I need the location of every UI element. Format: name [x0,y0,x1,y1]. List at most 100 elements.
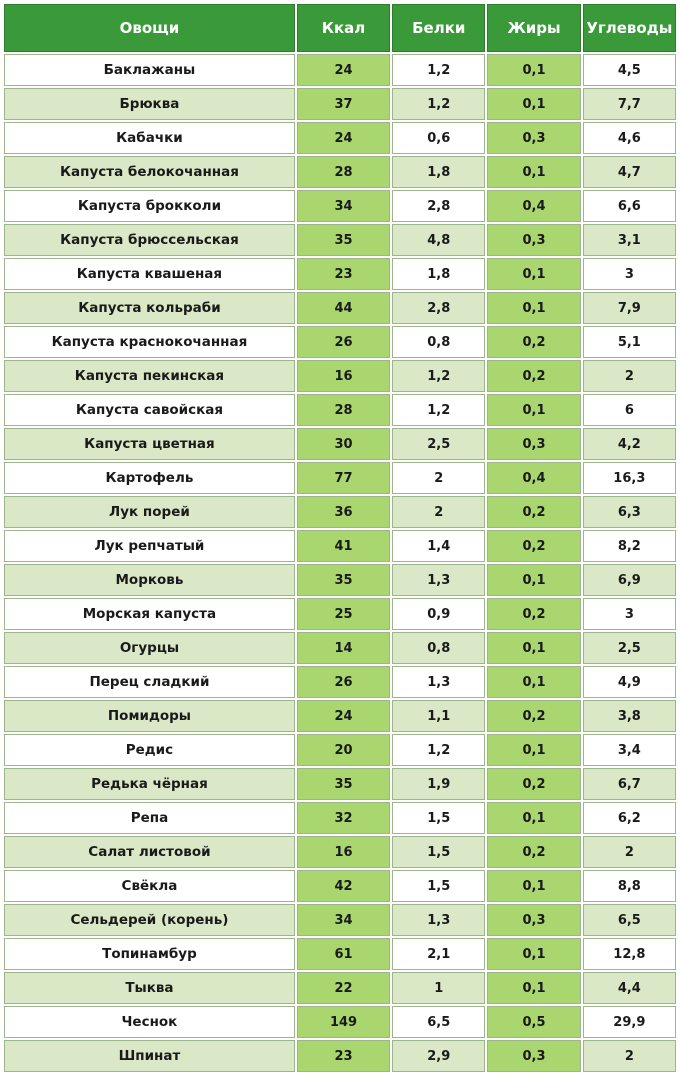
fat-cell: 0,1 [487,802,581,834]
carbs-cell: 3 [582,598,676,630]
fat-cell: 0,2 [487,530,581,562]
table-row: Баклажаны 24 1,2 0,1 4,5 [4,54,676,86]
fat-cell: 0,1 [487,394,581,426]
carbs-cell: 4,5 [582,54,676,86]
kcal-cell: 36 [296,496,391,528]
table-row: Капуста краснокочанная 26 0,8 0,2 5,1 [4,326,676,358]
kcal-cell: 16 [296,360,391,392]
protein-cell: 1,2 [392,734,486,766]
table-row: Перец сладкий 26 1,3 0,1 4,9 [4,666,676,698]
carbs-cell: 4,9 [582,666,676,698]
fat-cell: 0,1 [487,666,581,698]
carbs-cell: 2 [582,360,676,392]
kcal-cell: 34 [296,904,391,936]
protein-cell: 6,5 [392,1006,486,1038]
fat-cell: 0,2 [487,836,581,868]
fat-cell: 0,2 [487,598,581,630]
table-row: Репа 32 1,5 0,1 6,2 [4,802,676,834]
table-row: Тыква 22 1 0,1 4,4 [4,972,676,1004]
vegetable-name-cell: Редька чёрная [4,768,295,800]
carbs-cell: 6,2 [582,802,676,834]
kcal-cell: 35 [296,768,391,800]
fat-cell: 0,1 [487,292,581,324]
fat-cell: 0,3 [487,122,581,154]
carbs-cell: 2,5 [582,632,676,664]
fat-cell: 0,3 [487,428,581,460]
protein-cell: 1,5 [392,802,486,834]
carbs-cell: 6,5 [582,904,676,936]
fat-cell: 0,1 [487,88,581,120]
kcal-cell: 44 [296,292,391,324]
protein-cell: 1,9 [392,768,486,800]
fat-cell: 0,1 [487,870,581,902]
vegetable-name-cell: Репа [4,802,295,834]
fat-cell: 0,2 [487,496,581,528]
table-row: Редька чёрная 35 1,9 0,2 6,7 [4,768,676,800]
protein-cell: 1,3 [392,564,486,596]
kcal-cell: 34 [296,190,391,222]
vegetable-name-cell: Чеснок [4,1006,295,1038]
vegetable-name-cell: Морковь [4,564,295,596]
protein-cell: 1,2 [392,54,486,86]
kcal-cell: 28 [296,156,391,188]
carbs-cell: 4,6 [582,122,676,154]
table-row: Редис 20 1,2 0,1 3,4 [4,734,676,766]
kcal-cell: 42 [296,870,391,902]
carbs-cell: 6,6 [582,190,676,222]
table-row: Сельдерей (корень) 34 1,3 0,3 6,5 [4,904,676,936]
fat-cell: 0,1 [487,54,581,86]
fat-cell: 0,2 [487,326,581,358]
vegetable-name-cell: Огурцы [4,632,295,664]
protein-cell: 1,2 [392,394,486,426]
protein-cell: 1,1 [392,700,486,732]
kcal-cell: 30 [296,428,391,460]
protein-cell: 1,4 [392,530,486,562]
protein-cell: 2 [392,496,486,528]
carbs-cell: 6,7 [582,768,676,800]
vegetable-name-cell: Свёкла [4,870,295,902]
carbs-cell: 7,7 [582,88,676,120]
vegetable-name-cell: Баклажаны [4,54,295,86]
kcal-cell: 149 [296,1006,391,1038]
carbs-cell: 5,1 [582,326,676,358]
table-row: Капуста квашеная 23 1,8 0,1 3 [4,258,676,290]
carbs-cell: 2 [582,836,676,868]
fat-cell: 0,1 [487,938,581,970]
fat-cell: 0,2 [487,768,581,800]
protein-cell: 2,8 [392,190,486,222]
carbs-cell: 3,1 [582,224,676,256]
carbs-cell: 3,8 [582,700,676,732]
fat-cell: 0,1 [487,156,581,188]
kcal-cell: 20 [296,734,391,766]
kcal-cell: 23 [296,1040,391,1072]
kcal-cell: 22 [296,972,391,1004]
vegetable-name-cell: Капуста кольраби [4,292,295,324]
table-row: Салат листовой 16 1,5 0,2 2 [4,836,676,868]
vegetable-name-cell: Помидоры [4,700,295,732]
protein-cell: 1,5 [392,870,486,902]
fat-cell: 0,1 [487,972,581,1004]
vegetable-name-cell: Картофель [4,462,295,494]
table-row: Капуста белокочанная 28 1,8 0,1 4,7 [4,156,676,188]
fat-cell: 0,2 [487,360,581,392]
protein-cell: 0,8 [392,326,486,358]
header-carbs: Углеводы [582,4,676,52]
fat-cell: 0,3 [487,1040,581,1072]
header-kcal: Ккал [296,4,391,52]
kcal-cell: 28 [296,394,391,426]
protein-cell: 2 [392,462,486,494]
kcal-cell: 16 [296,836,391,868]
protein-cell: 2,9 [392,1040,486,1072]
carbs-cell: 12,8 [582,938,676,970]
table-row: Капуста савойская 28 1,2 0,1 6 [4,394,676,426]
vegetable-name-cell: Капуста квашеная [4,258,295,290]
vegetable-name-cell: Тыква [4,972,295,1004]
kcal-cell: 77 [296,462,391,494]
fat-cell: 0,3 [487,904,581,936]
carbs-cell: 6 [582,394,676,426]
header-protein: Белки [392,4,486,52]
kcal-cell: 25 [296,598,391,630]
protein-cell: 1,3 [392,904,486,936]
vegetable-name-cell: Перец сладкий [4,666,295,698]
